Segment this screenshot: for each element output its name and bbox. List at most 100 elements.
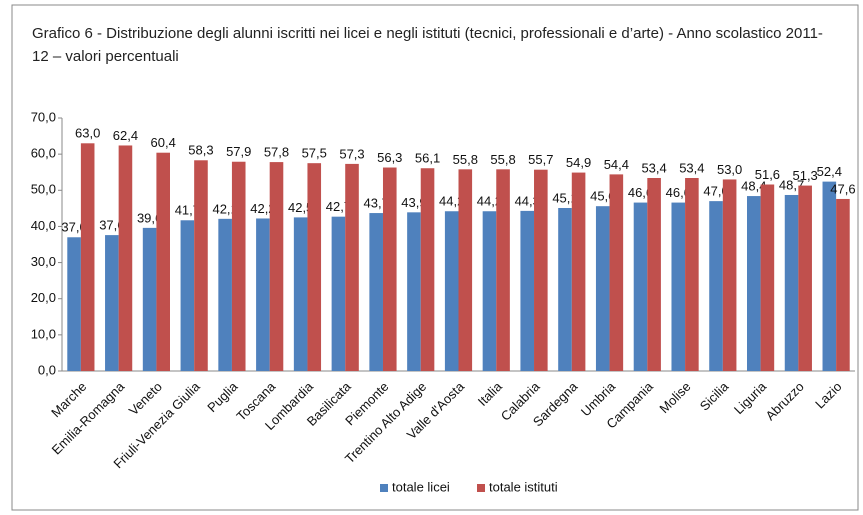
data-label: 57,9: [226, 144, 251, 159]
bar: [180, 220, 195, 371]
data-label: 58,3: [188, 143, 213, 158]
data-label: 42,1: [212, 201, 237, 216]
data-label: 42,7: [326, 199, 351, 214]
bar: [444, 211, 459, 371]
data-label: 53,4: [679, 160, 704, 175]
y-tick-label: 30,0: [31, 254, 56, 269]
bar: [496, 169, 510, 371]
bar: [836, 198, 850, 371]
data-label: 47,0: [703, 184, 728, 199]
chart-title: Grafico 6 - Distribuzione degli alunni i…: [32, 25, 823, 65]
bar: [156, 152, 170, 371]
bar: [571, 172, 586, 371]
bar: [822, 181, 837, 371]
data-label: 52,4: [817, 164, 842, 179]
data-label: 44,3: [515, 193, 540, 208]
bar: [534, 169, 548, 371]
bar: [595, 206, 610, 371]
data-label: 51,3: [792, 168, 817, 183]
data-label: 41,7: [175, 203, 200, 218]
y-tick-label: 40,0: [31, 218, 56, 233]
bar: [331, 216, 346, 371]
bar: [609, 174, 624, 371]
y-tick-label: 60,0: [31, 146, 56, 161]
data-label: 48,7: [779, 177, 804, 192]
bar: [307, 163, 322, 371]
bar: [647, 177, 661, 371]
bar: [633, 202, 648, 371]
data-label: 55,8: [453, 152, 478, 167]
data-label: 53,0: [717, 162, 742, 177]
bar: [482, 211, 497, 371]
bar: [345, 163, 359, 371]
bar: [118, 145, 133, 371]
legend-label: totale istituti: [489, 479, 558, 494]
data-label: 42,2: [250, 201, 275, 216]
x-tick-label: Sicilia: [697, 378, 732, 413]
data-label: 45,1: [552, 190, 577, 205]
chart-border: [11, 4, 859, 511]
data-label: 57,8: [264, 145, 289, 160]
data-label: 43,9: [401, 195, 426, 210]
bar: [798, 185, 812, 371]
data-label: 37,6: [99, 218, 124, 233]
bar: [685, 177, 699, 371]
bar: [80, 143, 95, 371]
data-label: 51,6: [755, 167, 780, 182]
x-tick-label: Lazio: [812, 379, 845, 412]
legend-label: totale licei: [392, 479, 450, 494]
bar: [420, 168, 435, 371]
bar: [784, 194, 799, 371]
bar: [67, 237, 81, 371]
data-label: 42,5: [288, 200, 313, 215]
x-tick-label: Abruzzo: [763, 379, 807, 423]
bar: [671, 202, 686, 371]
bar: [520, 210, 535, 371]
bar: [369, 213, 383, 371]
data-label: 56,3: [377, 150, 402, 165]
data-label: 63,0: [75, 126, 100, 141]
legend-swatch: [477, 484, 485, 492]
bar: [194, 160, 208, 371]
bar: [458, 169, 473, 371]
bar: [558, 207, 572, 371]
bar: [293, 217, 308, 371]
data-label: 46,6: [628, 185, 653, 200]
data-label: 57,5: [302, 146, 327, 161]
y-tick-label: 20,0: [31, 290, 56, 305]
bar: [760, 184, 775, 371]
bar: [747, 196, 761, 371]
data-label: 43,7: [364, 195, 389, 210]
bar: [269, 162, 284, 371]
data-label: 46,6: [666, 185, 691, 200]
data-label: 55,7: [528, 152, 553, 167]
x-tick-label: Puglia: [204, 378, 241, 415]
data-label: 39,6: [137, 210, 162, 225]
bar: [382, 167, 397, 371]
bar: [105, 235, 119, 371]
bar: [256, 218, 270, 371]
x-tick-label: Italia: [475, 378, 506, 409]
y-tick-label: 10,0: [31, 326, 56, 341]
data-label: 37,0: [61, 220, 86, 235]
legend-swatch: [380, 484, 388, 492]
data-label: 44,2: [477, 194, 502, 209]
data-label: 54,9: [566, 155, 591, 170]
bar: [722, 179, 737, 371]
data-label: 53,4: [641, 160, 666, 175]
bar: [231, 161, 246, 371]
data-label: 57,3: [339, 146, 364, 161]
data-label: 62,4: [113, 128, 138, 143]
y-tick-label: 70,0: [31, 109, 56, 124]
y-tick-label: 0,0: [38, 362, 56, 377]
bar: [142, 227, 157, 371]
data-label: 44,2: [439, 194, 464, 209]
data-label: 56,1: [415, 151, 440, 166]
bar: [709, 201, 723, 371]
bar: [218, 218, 232, 371]
data-label: 48,4: [741, 179, 766, 194]
data-label: 54,4: [604, 157, 629, 172]
data-label: 55,8: [490, 152, 515, 167]
